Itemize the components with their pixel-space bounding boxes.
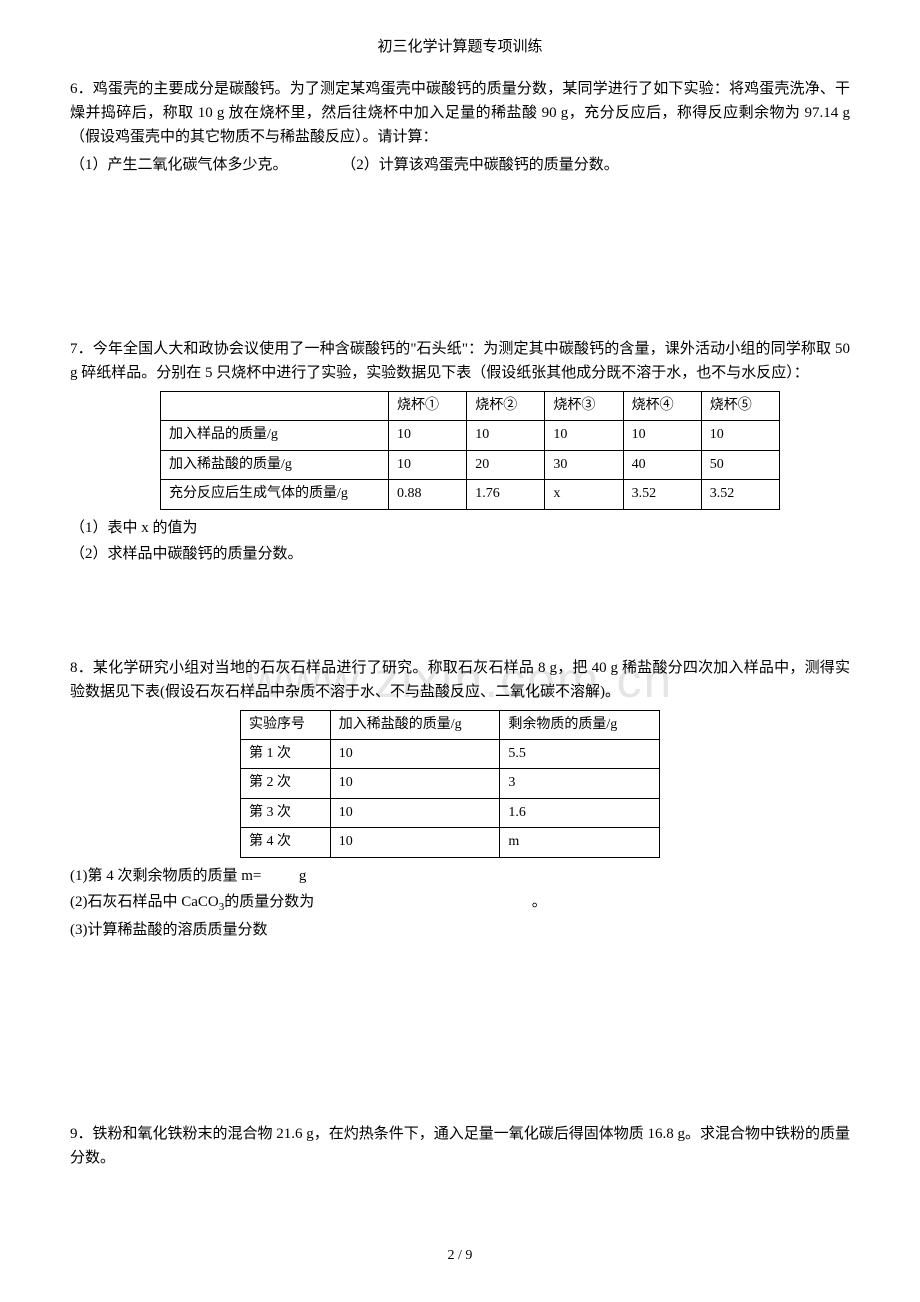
table-cell: 充分反应后生成气体的质量/g	[161, 480, 389, 509]
table-cell: 第 3 次	[241, 798, 331, 827]
table-cell: 10	[623, 421, 701, 450]
table-cell: 10	[467, 421, 545, 450]
page-content: 初三化学计算题专项训练 6．鸡蛋壳的主要成分是碳酸钙。为了测定某鸡蛋壳中碳酸钙的…	[70, 35, 850, 1170]
question-8-sub3: (3)计算稀盐酸的溶质质量分数	[70, 918, 850, 942]
table-cell: 30	[545, 450, 623, 479]
table-cell: 3.52	[623, 480, 701, 509]
question-8-sub2: (2)石灰石样品中 CaCO3的质量分数为 。	[70, 890, 850, 917]
question-7-sub2: （2）求样品中碳酸钙的质量分数。	[70, 542, 850, 566]
q8-sub2-post: 的质量分数为	[224, 894, 314, 910]
table-row: 加入稀盐酸的质量/g 10 20 30 40 50	[161, 450, 780, 479]
question-8-text: 8．某化学研究小组对当地的石灰石样品进行了研究。称取石灰石样品 8 g，把 40…	[70, 656, 850, 704]
question-7-table: 烧杯① 烧杯② 烧杯③ 烧杯④ 烧杯⑤ 加入样品的质量/g 10 10 10 1…	[160, 391, 780, 510]
table-row: 实验序号 加入稀盐酸的质量/g 剩余物质的质量/g	[241, 710, 660, 739]
table-cell: 10	[545, 421, 623, 450]
table-cell: 20	[467, 450, 545, 479]
table-cell: 烧杯⑤	[701, 392, 779, 421]
table-cell: 第 4 次	[241, 828, 331, 857]
question-8: 8．某化学研究小组对当地的石灰石样品进行了研究。称取石灰石样品 8 g，把 40…	[70, 656, 850, 943]
table-cell: m	[500, 828, 660, 857]
table-cell: 烧杯④	[623, 392, 701, 421]
question-8-table: 实验序号 加入稀盐酸的质量/g 剩余物质的质量/g 第 1 次 10 5.5 第…	[240, 710, 660, 858]
page-footer: 2 / 9	[0, 1245, 920, 1267]
page-title: 初三化学计算题专项训练	[70, 35, 850, 59]
fill-blank	[265, 868, 295, 884]
table-row: 第 4 次 10 m	[241, 828, 660, 857]
table-cell: 3.52	[701, 480, 779, 509]
table-cell: 10	[330, 828, 500, 857]
table-cell: 烧杯①	[389, 392, 467, 421]
table-cell: 烧杯②	[467, 392, 545, 421]
question-6-sub1: （1）产生二氧化碳气体多少克。	[70, 153, 288, 177]
table-cell: 50	[701, 450, 779, 479]
table-cell: x	[545, 480, 623, 509]
table-cell: 10	[330, 769, 500, 798]
table-row: 第 3 次 10 1.6	[241, 798, 660, 827]
table-cell: 1.76	[467, 480, 545, 509]
table-row: 充分反应后生成气体的质量/g 0.88 1.76 x 3.52 3.52	[161, 480, 780, 509]
table-cell: 3	[500, 769, 660, 798]
question-7-sub1: （1）表中 x 的值为	[70, 516, 850, 540]
table-cell: 加入样品的质量/g	[161, 421, 389, 450]
fill-blank	[318, 894, 528, 910]
question-7: 7．今年全国人大和政协会议使用了一种含碳酸钙的"石头纸"：为测定其中碳酸钙的含量…	[70, 337, 850, 566]
table-cell: 10	[330, 798, 500, 827]
table-row: 第 1 次 10 5.5	[241, 739, 660, 768]
table-cell: 10	[330, 739, 500, 768]
table-cell: 加入稀盐酸的质量/g	[330, 710, 500, 739]
table-row: 加入样品的质量/g 10 10 10 10 10	[161, 421, 780, 450]
table-cell: 1.6	[500, 798, 660, 827]
q8-sub1-pre: (1)第 4 次剩余物质的质量 m=	[70, 868, 261, 884]
q8-sub1-post: g	[299, 868, 307, 884]
question-6-subs: （1）产生二氧化碳气体多少克。 （2）计算该鸡蛋壳中碳酸钙的质量分数。	[70, 153, 850, 177]
table-cell: 40	[623, 450, 701, 479]
table-cell: 10	[701, 421, 779, 450]
table-cell: 5.5	[500, 739, 660, 768]
question-6: 6．鸡蛋壳的主要成分是碳酸钙。为了测定某鸡蛋壳中碳酸钙的质量分数，某同学进行了如…	[70, 77, 850, 177]
table-row: 烧杯① 烧杯② 烧杯③ 烧杯④ 烧杯⑤	[161, 392, 780, 421]
q8-sub2-pre: (2)石灰石样品中 CaCO	[70, 894, 219, 910]
table-cell: 加入稀盐酸的质量/g	[161, 450, 389, 479]
table-cell: 实验序号	[241, 710, 331, 739]
table-cell: 0.88	[389, 480, 467, 509]
table-cell: 第 1 次	[241, 739, 331, 768]
table-row: 第 2 次 10 3	[241, 769, 660, 798]
question-6-text: 6．鸡蛋壳的主要成分是碳酸钙。为了测定某鸡蛋壳中碳酸钙的质量分数，某同学进行了如…	[70, 77, 850, 149]
table-cell: 第 2 次	[241, 769, 331, 798]
question-8-sub1: (1)第 4 次剩余物质的质量 m= g	[70, 864, 850, 888]
table-cell: 剩余物质的质量/g	[500, 710, 660, 739]
question-6-sub2: （2）计算该鸡蛋壳中碳酸钙的质量分数。	[341, 153, 619, 177]
question-9-text: 9．铁粉和氧化铁粉末的混合物 21.6 g，在灼热条件下，通入足量一氧化碳后得固…	[70, 1122, 850, 1170]
table-cell: 10	[389, 450, 467, 479]
table-cell: 10	[389, 421, 467, 450]
q8-sub2-end: 。	[532, 894, 547, 910]
table-cell	[161, 392, 389, 421]
table-cell: 烧杯③	[545, 392, 623, 421]
question-7-text: 7．今年全国人大和政协会议使用了一种含碳酸钙的"石头纸"：为测定其中碳酸钙的含量…	[70, 337, 850, 385]
question-9: 9．铁粉和氧化铁粉末的混合物 21.6 g，在灼热条件下，通入足量一氧化碳后得固…	[70, 1122, 850, 1170]
